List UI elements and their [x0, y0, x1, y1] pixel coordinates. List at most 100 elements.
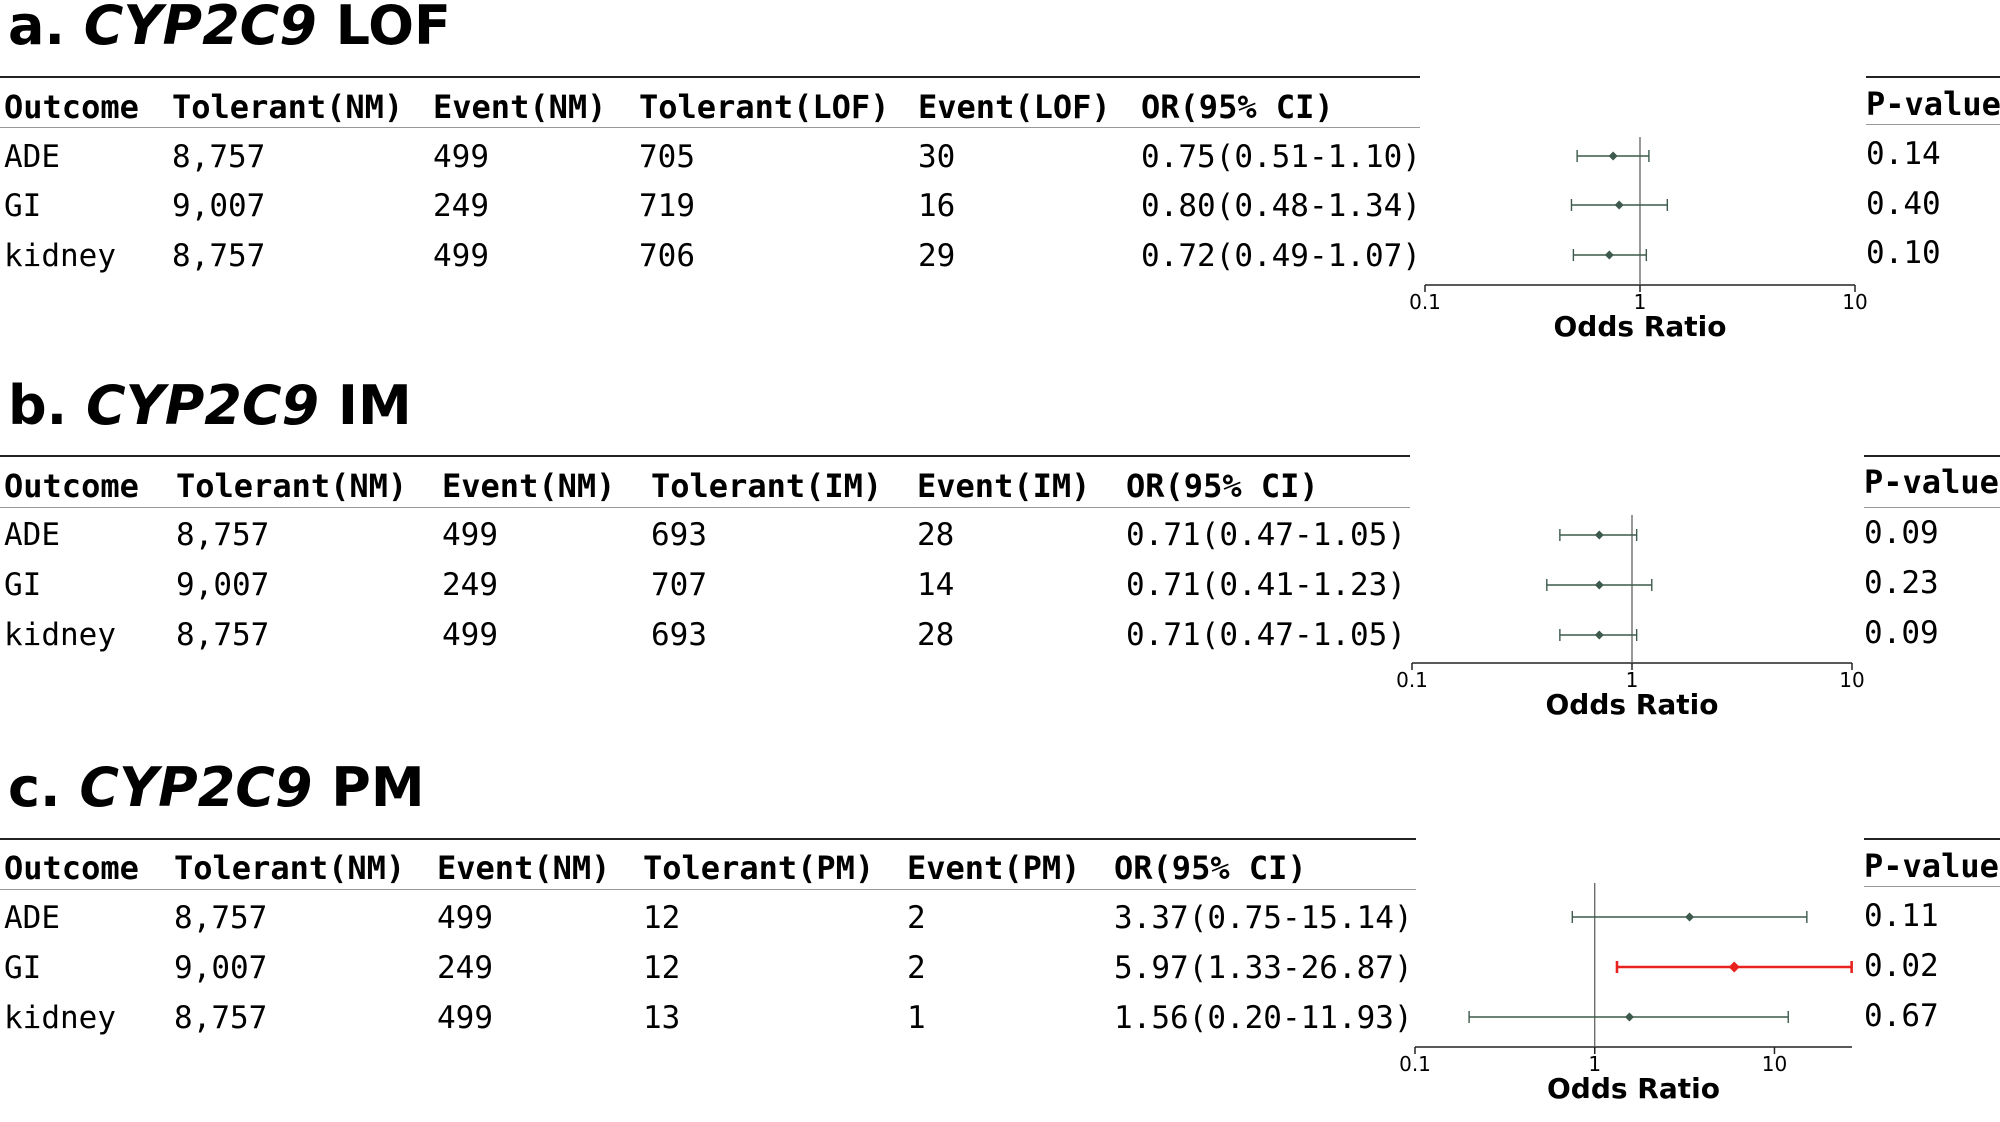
- table-cell: 499: [442, 617, 498, 653]
- table-cell: 719: [639, 188, 695, 224]
- header-bottom-rule: [0, 889, 1416, 890]
- forest-plot: 0.1 1 10 Odds Ratio: [1396, 515, 1865, 721]
- pvalue-cell: 0.09: [1864, 615, 1939, 651]
- gene-name: CYP2C9: [79, 756, 313, 819]
- table-cell: 2: [907, 950, 926, 986]
- table-cell: 3.37(0.75-15.14): [1114, 900, 1413, 936]
- x-tick-label: 1: [1626, 668, 1639, 692]
- pvalue-cell: 0.40: [1866, 186, 1941, 222]
- table-cell: GI: [4, 567, 42, 603]
- x-axis-title: Odds Ratio: [1547, 1072, 1720, 1105]
- table-cell: ADE: [4, 517, 60, 553]
- table-cell: 30: [918, 139, 956, 175]
- x-tick-label: 10: [1839, 668, 1864, 692]
- table-cell: 28: [917, 617, 955, 653]
- x-tick-label: 10: [1842, 290, 1867, 314]
- table-cell: 14: [917, 567, 955, 603]
- table-cell: 1: [907, 1000, 926, 1036]
- table-cell: ADE: [4, 900, 60, 936]
- table-cell: 693: [651, 617, 707, 653]
- table-top-rule: [0, 838, 1416, 840]
- x-axis-title: Odds Ratio: [1546, 688, 1719, 721]
- column-header: Tolerant(LOF): [639, 88, 890, 126]
- variant-name: PM: [331, 756, 425, 819]
- table-top-rule: [0, 455, 1410, 457]
- table-cell: kidney: [4, 617, 116, 653]
- column-header: Tolerant(IM): [651, 467, 883, 505]
- pvalue-header: P-value: [1864, 847, 1999, 885]
- table-cell: 706: [639, 238, 695, 274]
- pvalue-cell: 0.11: [1864, 898, 1939, 934]
- table-cell: 9,007: [174, 950, 268, 986]
- column-header: Event(PM): [907, 849, 1081, 887]
- table-cell: 12: [643, 950, 681, 986]
- odds-ratio-point: [1685, 912, 1695, 922]
- table-cell: 12: [643, 900, 681, 936]
- pvalue-top-rule: [1864, 838, 2000, 840]
- pvalue-header-rule: [1864, 507, 2000, 508]
- column-header: Event(NM): [442, 467, 616, 505]
- x-tick-label: 1: [1588, 1052, 1601, 1076]
- table-cell: 0.75(0.51-1.10): [1141, 139, 1421, 175]
- pvalue-header: P-value: [1864, 463, 1999, 501]
- x-tick-label: 1: [1634, 290, 1647, 314]
- odds-ratio-point: [1614, 200, 1624, 210]
- table-cell: 249: [442, 567, 498, 603]
- table-cell: 8,757: [176, 617, 270, 653]
- x-tick-label: 0.1: [1399, 1052, 1431, 1076]
- pvalue-top-rule: [1866, 76, 2000, 78]
- odds-ratio-point: [1604, 250, 1614, 260]
- table-cell: 9,007: [172, 188, 266, 224]
- table-cell: 249: [433, 188, 489, 224]
- odds-ratio-point: [1728, 961, 1740, 973]
- table-cell: 16: [918, 188, 956, 224]
- table-cell: kidney: [4, 238, 116, 274]
- panel-label: b.: [8, 374, 68, 437]
- panel-a: a. CYP2C9 LOF Outcome Tolerant(NM) Event…: [0, 0, 2000, 360]
- table-cell: 693: [651, 517, 707, 553]
- header-bottom-rule: [0, 127, 1420, 128]
- odds-ratio-point: [1624, 1012, 1634, 1022]
- x-tick-label: 10: [1762, 1052, 1787, 1076]
- table-cell: 1.56(0.20-11.93): [1114, 1000, 1413, 1036]
- table-cell: 2: [907, 900, 926, 936]
- table-cell: 9,007: [176, 567, 270, 603]
- column-header: Tolerant(NM): [172, 88, 404, 126]
- table-cell: 499: [437, 900, 493, 936]
- table-cell: 29: [918, 238, 956, 274]
- column-header: Event(IM): [917, 467, 1091, 505]
- panel-title: a. CYP2C9 LOF: [8, 0, 451, 58]
- column-header: Tolerant(NM): [176, 467, 408, 505]
- table-cell: 249: [437, 950, 493, 986]
- panel-b: b. CYP2C9 IM Outcome Tolerant(NM) Event(…: [0, 374, 2000, 740]
- pvalue-header-rule: [1866, 124, 2000, 125]
- panel-label: c.: [8, 756, 61, 819]
- x-tick-label: 0.1: [1409, 290, 1441, 314]
- table-cell: 13: [643, 1000, 681, 1036]
- table-cell: 8,757: [172, 238, 266, 274]
- forest-plot: 0.1 1 10 Odds Ratio: [1399, 883, 1853, 1105]
- column-header: Outcome: [4, 849, 139, 887]
- table-cell: 705: [639, 139, 695, 175]
- table-cell: 499: [433, 139, 489, 175]
- column-header: Tolerant(PM): [643, 849, 875, 887]
- table-cell: 0.80(0.48-1.34): [1141, 188, 1421, 224]
- forest-plot: 0.1 1 10 Odds Ratio: [1409, 137, 1868, 343]
- pvalue-header: P-value: [1866, 85, 2000, 123]
- table-cell: kidney: [4, 1000, 116, 1036]
- column-header: Tolerant(NM): [174, 849, 406, 887]
- table-cell: 499: [433, 238, 489, 274]
- gene-name: CYP2C9: [83, 0, 317, 57]
- odds-ratio-point: [1594, 630, 1604, 640]
- odds-ratio-point: [1594, 530, 1604, 540]
- table-cell: GI: [4, 188, 42, 224]
- table-cell: 8,757: [172, 139, 266, 175]
- pvalue-cell: 0.23: [1864, 565, 1939, 601]
- odds-ratio-point: [1594, 580, 1604, 590]
- header-bottom-rule: [0, 507, 1410, 508]
- variant-name: IM: [337, 374, 412, 437]
- panel-title: b. CYP2C9 IM: [8, 374, 412, 438]
- pvalue-header-rule: [1864, 886, 2000, 887]
- panel-label: a.: [8, 0, 65, 57]
- table-cell: 0.71(0.41-1.23): [1126, 567, 1406, 603]
